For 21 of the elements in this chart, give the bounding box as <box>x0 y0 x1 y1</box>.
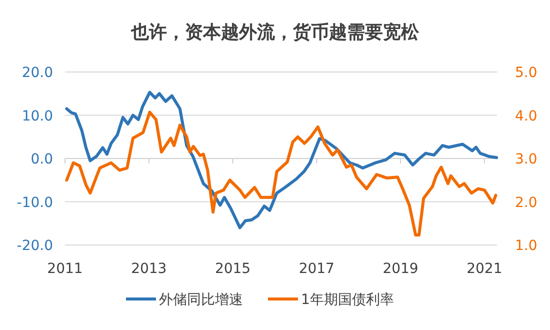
y-tick-label: 20.0 <box>22 65 53 81</box>
x-tick-label: 2015 <box>214 261 251 277</box>
y-tick-label: 10.0 <box>22 108 53 124</box>
legend-label: 外储同比增速 <box>159 292 243 308</box>
y2-tick-label: 2.0 <box>515 194 538 211</box>
y2-tick-label: 1.0 <box>515 238 538 254</box>
legend-label: 1年期国债利率 <box>301 292 394 308</box>
chart-title: 也许，资本越外流，货币越需要宽松 <box>130 22 420 43</box>
y2-tick-label: 4.0 <box>515 108 538 124</box>
x-tick-label: 2011 <box>47 261 83 277</box>
x-tick-label: 2021 <box>466 261 502 277</box>
y-tick-label: -10.0 <box>16 194 53 211</box>
x-tick-label: 2019 <box>382 261 418 277</box>
x-tick-label: 2017 <box>298 261 334 277</box>
y2-tick-label: 5.0 <box>515 65 538 81</box>
y2-tick-label: 3.0 <box>515 152 538 168</box>
y-tick-label: -20.0 <box>16 238 53 254</box>
y-tick-label: 0.0 <box>30 152 53 168</box>
x-tick-label: 2013 <box>131 261 167 277</box>
line-series <box>65 90 498 230</box>
line-series <box>65 110 498 237</box>
